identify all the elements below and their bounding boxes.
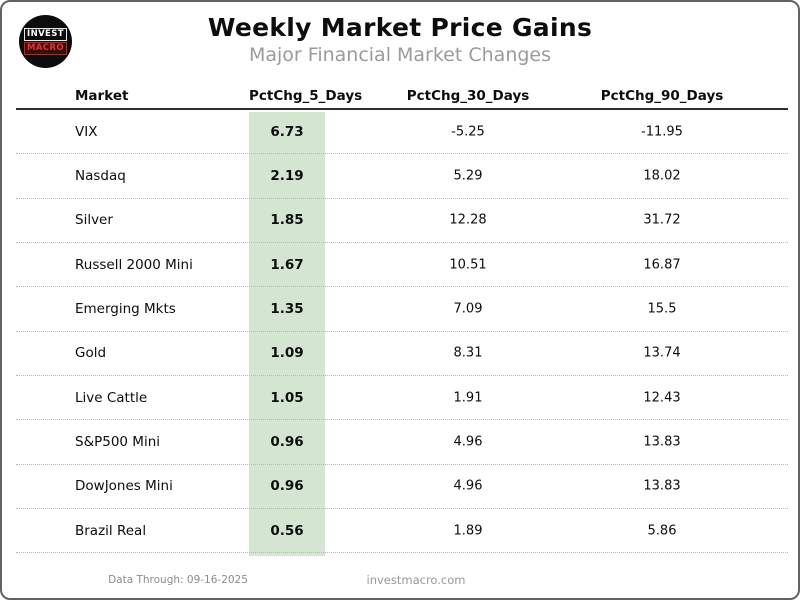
table-row: VIX 6.73 -5.25 -11.95 [16, 110, 788, 155]
pctchg-5-days-value: 6.73 [270, 123, 304, 140]
market-name: Gold [75, 345, 107, 362]
pctchg-5-days-value: 1.85 [270, 212, 304, 229]
logo-line-macro: MACRO [23, 42, 68, 55]
column-header-pctchg-5-days: PctChg_5_Days [249, 88, 363, 104]
pctchg-90-days-value: 31.72 [643, 212, 681, 228]
market-name: S&P500 Mini [75, 434, 161, 451]
market-name: Silver [75, 212, 113, 229]
pctchg-90-days-value: -11.95 [641, 124, 683, 140]
table-row: Russell 2000 Mini 1.67 10.51 16.87 [16, 243, 788, 288]
pctchg-30-days-value: 7.09 [453, 301, 483, 317]
pctchg-5-days-value: 1.05 [270, 389, 304, 406]
pctchg-30-days-value: 5.29 [453, 168, 483, 184]
table-row: Gold 1.09 8.31 13.74 [16, 332, 788, 377]
pctchg-5-days-value: 0.96 [270, 434, 304, 451]
market-name: Emerging Mkts [75, 301, 176, 318]
column-header-pctchg-90-days: PctChg_90_Days [600, 88, 724, 104]
column-header-pctchg-30-days: PctChg_30_Days [406, 88, 530, 104]
pctchg-5-days-value: 1.67 [270, 256, 304, 273]
pctchg-90-days-value: 16.87 [643, 257, 681, 273]
pctchg-30-days-value: -5.25 [451, 124, 485, 140]
pctchg-90-days-value: 5.86 [647, 523, 677, 539]
pctchg-90-days-value: 15.5 [647, 301, 677, 317]
market-name: VIX [75, 123, 98, 140]
pctchg-5-days-value: 1.35 [270, 301, 304, 318]
pctchg-5-days-value: 2.19 [270, 168, 304, 185]
pctchg-5-days-value: 1.09 [270, 345, 304, 362]
pctchg-90-days-value: 13.74 [643, 345, 681, 361]
pctchg-30-days-value: 8.31 [453, 345, 483, 361]
pctchg-5-days-value: 0.56 [270, 522, 304, 539]
table-row: S&P500 Mini 0.96 4.96 13.83 [16, 420, 788, 465]
column-header-market: Market [75, 88, 129, 104]
data-through-label: Data Through: 09-16-2025 [108, 574, 248, 586]
logo-line-invest: INVEST [24, 28, 67, 41]
table-row: Nasdaq 2.19 5.29 18.02 [16, 154, 788, 199]
market-name: DowJones Mini [75, 478, 173, 495]
highlight-column-band [249, 112, 325, 556]
pctchg-30-days-value: 4.96 [453, 478, 483, 494]
page-subtitle: Major Financial Market Changes [248, 44, 552, 66]
table-row: Live Cattle 1.05 1.91 12.43 [16, 376, 788, 421]
market-name: Live Cattle [75, 389, 148, 406]
pctchg-90-days-value: 13.83 [643, 478, 681, 494]
page-title: Weekly Market Price Gains [207, 13, 593, 42]
market-name: Brazil Real [75, 522, 147, 539]
pctchg-30-days-value: 10.51 [449, 257, 487, 273]
pctchg-30-days-value: 12.28 [449, 212, 487, 228]
pctchg-30-days-value: 4.96 [453, 434, 483, 450]
pctchg-90-days-value: 12.43 [643, 390, 681, 406]
market-name: Nasdaq [75, 168, 126, 185]
table-row: Silver 1.85 12.28 31.72 [16, 199, 788, 244]
pctchg-5-days-value: 0.96 [270, 478, 304, 495]
pctchg-30-days-value: 1.91 [453, 390, 483, 406]
investmacro-logo-icon: INVEST MACRO [19, 15, 72, 68]
pctchg-90-days-value: 18.02 [643, 168, 681, 184]
table-header-row: Market PctChg_5_Days PctChg_30_Days PctC… [16, 84, 788, 110]
table-row: Brazil Real 0.56 1.89 5.86 [16, 509, 788, 554]
website-label: investmacro.com [366, 573, 466, 587]
market-price-table: Market PctChg_5_Days PctChg_30_Days PctC… [16, 84, 788, 556]
table-row: Emerging Mkts 1.35 7.09 15.5 [16, 287, 788, 332]
pctchg-90-days-value: 13.83 [643, 434, 681, 450]
pctchg-30-days-value: 1.89 [453, 523, 483, 539]
table-row: DowJones Mini 0.96 4.96 13.83 [16, 465, 788, 510]
market-name: Russell 2000 Mini [75, 256, 193, 273]
